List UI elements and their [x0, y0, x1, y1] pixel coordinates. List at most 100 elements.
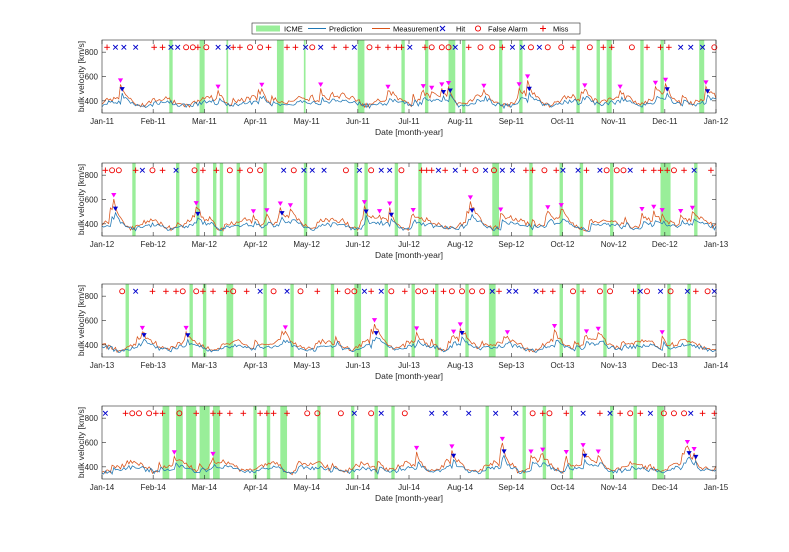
false-alarm-marker [129, 410, 136, 417]
measurement-peak-marker [545, 205, 551, 210]
icme-band [354, 284, 362, 357]
false-alarm-marker [586, 44, 593, 51]
false-alarm-marker [613, 167, 620, 174]
x-tick-label: Feb-14 [140, 483, 166, 492]
false-alarm-marker [544, 44, 551, 51]
false-alarm-marker [667, 288, 674, 295]
hit-stroke [509, 167, 516, 173]
measurement-peak-marker [617, 84, 623, 90]
prediction-peak-marker [119, 87, 125, 92]
icme-band [202, 284, 207, 357]
miss-marker [666, 44, 672, 51]
false-alarm-marker [342, 167, 349, 174]
miss-marker [230, 44, 237, 51]
x-tick-label: May-11 [294, 117, 321, 126]
y-tick-label: 800 [85, 292, 99, 301]
hit-stroke [691, 167, 697, 173]
measurement-peak-marker [450, 329, 457, 335]
icme-band [162, 406, 170, 479]
hit-stroke [133, 288, 139, 294]
hit-stroke [506, 288, 512, 294]
x-axis-label: Date [month-year] [375, 250, 443, 260]
hit-stroke [301, 167, 307, 173]
measurement-peak-marker [371, 318, 378, 323]
miss-marker [608, 44, 615, 51]
miss-marker [314, 288, 321, 295]
hit-stroke [519, 44, 526, 50]
icme-band [694, 163, 698, 236]
icme-band [213, 163, 217, 236]
icme-band [199, 40, 205, 113]
icme-band [576, 284, 580, 357]
x-tick-label: Dec-11 [652, 117, 678, 126]
x-tick-label: Sep-11 [499, 117, 525, 126]
hit-marker [597, 167, 603, 173]
measurement-peak-marker [524, 74, 531, 79]
y-tick-label: 600 [85, 439, 99, 448]
x-tick-label: Jan-12 [90, 240, 115, 249]
icme-band [610, 406, 614, 479]
measurement-peak-marker [689, 205, 696, 211]
miss-marker [693, 288, 699, 295]
hit-marker [452, 167, 458, 173]
prediction-line [101, 454, 717, 475]
icme-band [350, 406, 355, 479]
miss-marker [650, 167, 657, 174]
legend-box [251, 22, 581, 35]
hit-stroke [321, 167, 327, 173]
false-alarm-marker [149, 167, 156, 174]
false-alarm-marker [368, 410, 375, 417]
measurement-peak-marker [282, 325, 288, 330]
false-alarm-marker [230, 288, 237, 295]
miss-marker [422, 44, 428, 51]
hit-marker [691, 167, 697, 173]
hit-marker [351, 44, 357, 50]
legend-swatch-icme [256, 25, 280, 32]
prediction-peak-marker [664, 87, 670, 92]
icme-band [529, 163, 533, 236]
false-alarm-marker [477, 44, 484, 51]
hit-stroke [607, 410, 613, 416]
x-tick-label: Jan-15 [704, 483, 729, 492]
miss-marker [200, 288, 206, 295]
false-alarm-marker [119, 288, 126, 295]
hit-marker [257, 288, 263, 294]
x-tick-label: Sep-14 [498, 483, 524, 492]
false-alarm-marker [489, 44, 496, 51]
y-tick-label: 800 [85, 48, 99, 57]
false-alarm-marker [270, 288, 277, 295]
measurement-peak-marker [449, 444, 455, 449]
legend-label-miss: Miss [553, 25, 569, 34]
prediction-peak-marker [469, 208, 475, 213]
icme-band [542, 406, 547, 479]
x-tick-label: May-12 [293, 240, 320, 249]
measurement-peak-marker [215, 84, 221, 90]
measurement-peak-marker [481, 83, 487, 89]
icme-band [317, 406, 321, 479]
measurement-line [101, 442, 717, 476]
prediction-peak-marker [686, 451, 692, 456]
false-alarm-marker [109, 167, 116, 174]
false-alarm-marker [226, 167, 233, 174]
false-alarm-marker [193, 288, 200, 295]
prediction-line [101, 336, 717, 353]
hit-stroke [281, 167, 287, 173]
y-axis-label: bulk velocity [km/s] [76, 41, 86, 112]
hit-marker [378, 410, 384, 416]
measurement-peak-marker [703, 80, 709, 85]
icme-band [485, 406, 489, 479]
false-alarm-marker [309, 44, 316, 51]
miss-marker [499, 44, 506, 51]
hit-stroke [356, 167, 362, 173]
icme-band [330, 284, 335, 357]
x-axis-label: Date [month-year] [375, 493, 443, 503]
miss-marker [637, 410, 644, 417]
hit-marker [509, 44, 516, 50]
hit-marker [442, 410, 448, 416]
icme-band [492, 163, 499, 236]
measurement-peak-marker [385, 84, 391, 90]
hit-marker [533, 288, 539, 294]
hit-marker [560, 167, 566, 173]
icme-band [176, 163, 180, 236]
hit-stroke [407, 44, 413, 50]
